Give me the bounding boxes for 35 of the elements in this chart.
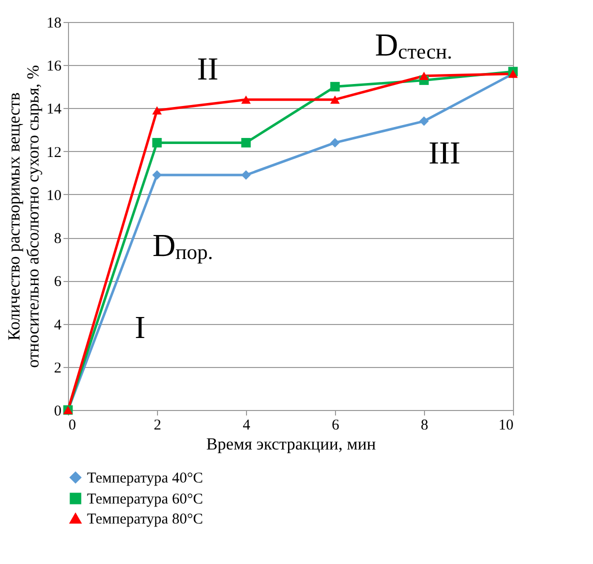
- point: [152, 106, 162, 114]
- legend-label: Температура 40°C: [87, 470, 203, 486]
- x-tick-label: 6: [332, 418, 340, 434]
- y-tick-label: 10: [46, 188, 62, 204]
- point: [241, 138, 251, 148]
- y-tick-label: 6: [54, 274, 62, 290]
- y-tick-label: 2: [54, 360, 62, 376]
- y-tick-label: 8: [54, 231, 62, 248]
- x-tick-label: 10: [498, 418, 514, 434]
- point: [330, 82, 340, 92]
- y-tick-label: 4: [54, 317, 62, 334]
- y-tick-label: 12: [46, 144, 62, 161]
- legend-label: Температура 60°C: [87, 492, 203, 508]
- annotation: III: [428, 134, 460, 170]
- y-tick-label: 14: [46, 102, 62, 118]
- x-axis-title: Время экстракции, мин: [206, 434, 376, 454]
- point: [330, 95, 340, 104]
- point: [152, 138, 162, 148]
- point: [241, 170, 251, 180]
- point: [419, 116, 429, 126]
- point: [419, 72, 429, 80]
- legend-label: Температура 80°C: [87, 512, 203, 528]
- point: [330, 138, 340, 148]
- x-tick-label: 4: [242, 418, 251, 434]
- annotation: II: [197, 50, 218, 86]
- x-tick-label: 2: [154, 418, 162, 434]
- point: [241, 95, 251, 104]
- y-tick-label: 16: [46, 58, 62, 75]
- x-tick-label: 0: [68, 418, 76, 434]
- annotation: I: [134, 309, 146, 346]
- y-tick-label: 18: [46, 16, 62, 32]
- x-tick-label: 8: [420, 418, 428, 434]
- y-tick-label: 0: [54, 404, 62, 420]
- point: [152, 170, 162, 180]
- y-axis-title: Количество растворимых веществ относительно абсолютно сухого сырья, %: [4, 65, 42, 368]
